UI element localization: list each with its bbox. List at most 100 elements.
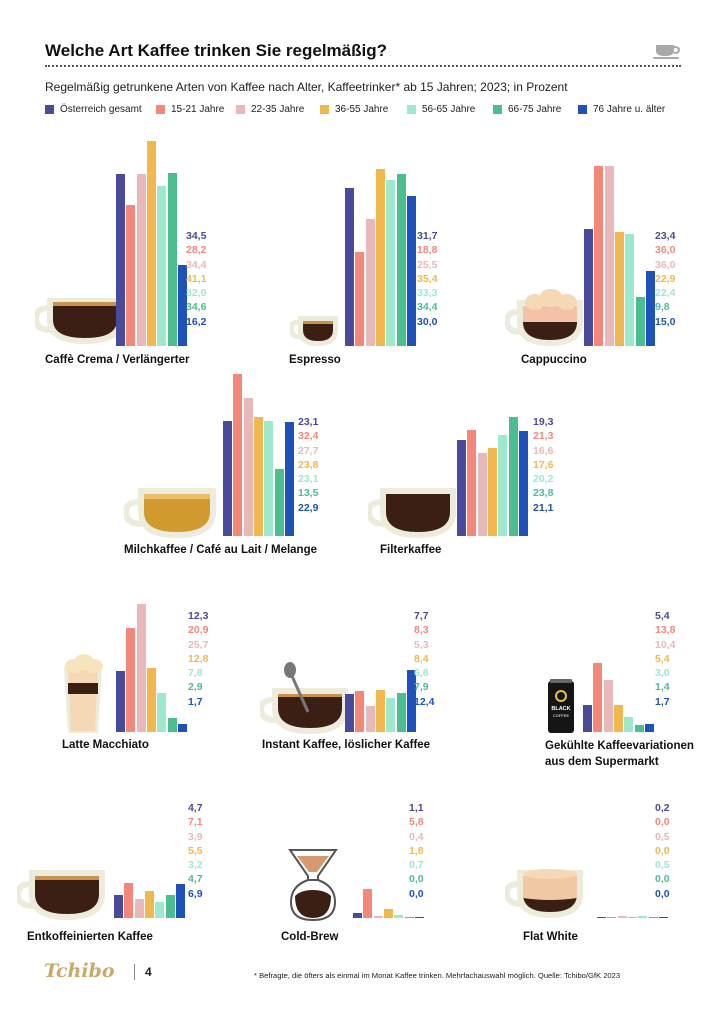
data-label: 23,4 bbox=[655, 230, 676, 242]
data-label: 0,0 bbox=[409, 887, 424, 900]
bar-flatwhite-0 bbox=[597, 917, 606, 918]
panel-label-line: Milchkaffee / Café au Lait / Melange bbox=[124, 544, 317, 556]
data-label: 25,7 bbox=[188, 638, 209, 651]
data-label: 12,3 bbox=[188, 610, 209, 622]
data-label: 17,6 bbox=[533, 458, 554, 471]
legend-item: 36-55 Jahre bbox=[320, 104, 388, 115]
data-label: 32,0 bbox=[186, 287, 207, 300]
bar-espresso-3 bbox=[375, 169, 385, 346]
bar-coldbrew-3 bbox=[383, 909, 393, 918]
bar-cappuccino-3 bbox=[614, 231, 624, 346]
bar-cappuccino-6 bbox=[645, 271, 655, 346]
legend-label: 15-21 Jahre bbox=[171, 104, 225, 115]
bar-instant-1 bbox=[355, 690, 365, 732]
legend-swatch bbox=[156, 105, 165, 114]
milchkaffee-illustration bbox=[122, 484, 219, 545]
value-labels-coldbrew: 1,1 5,8 0,4 1,8 0,7 0,0 0,0 bbox=[409, 801, 424, 901]
bar-latte-5 bbox=[167, 717, 177, 732]
legend-item: 22-35 Jahre bbox=[236, 104, 304, 115]
data-label: 23,1 bbox=[298, 473, 319, 486]
panel-label-instant: Instant Kaffee, löslicher Kaffee bbox=[262, 737, 430, 753]
panel-label-line: aus dem Supermarkt bbox=[545, 756, 659, 768]
bar-filterkaffee-6 bbox=[518, 430, 528, 536]
panel-label-gekuehlt: Gekühlte Kaffeevariationen aus dem Superm… bbox=[545, 738, 694, 770]
data-label: 25,5 bbox=[417, 258, 438, 271]
bar-milchkaffee-6 bbox=[284, 421, 294, 536]
bar-cappuccino-5 bbox=[635, 297, 645, 346]
value-labels-gekuehlt: 5,4 13,8 10,4 5,4 3,0 1,4 1,7 bbox=[655, 609, 675, 709]
legend-swatch bbox=[578, 105, 587, 114]
data-label: 0,0 bbox=[655, 816, 670, 829]
data-label: 1,7 bbox=[655, 695, 670, 708]
data-label: 0,4 bbox=[409, 830, 424, 843]
bar-instant-2 bbox=[365, 705, 375, 732]
data-label: 31,7 bbox=[417, 230, 438, 242]
data-label: 28,2 bbox=[186, 244, 207, 257]
data-label: 41,1 bbox=[186, 272, 207, 285]
data-label: 32,4 bbox=[298, 430, 319, 443]
value-labels-entkoffeiniert: 4,7 7,1 3,9 5,5 3,2 4,7 6,9 bbox=[188, 801, 203, 901]
bar-instant-6 bbox=[406, 670, 416, 732]
bar-crema-4 bbox=[157, 186, 167, 346]
svg-text:COFFEE: COFFEE bbox=[553, 713, 570, 718]
data-label: 6,8 bbox=[414, 667, 429, 680]
panel-label-latte: Latte Macchiato bbox=[62, 737, 149, 753]
panel-label-crema: Caffè Crema / Verlängerter bbox=[45, 352, 189, 368]
data-label: 3,2 bbox=[188, 859, 203, 872]
legend-swatch bbox=[45, 105, 54, 114]
data-label: 0,5 bbox=[655, 830, 670, 843]
data-label: 5,3 bbox=[414, 638, 429, 651]
panel-label-line: Cold-Brew bbox=[281, 931, 339, 943]
bar-gekuehlt-3 bbox=[613, 705, 623, 732]
footnote: * Befragte, die öfters als einmal im Mon… bbox=[254, 971, 621, 980]
panel-label-cappuccino: Cappuccino bbox=[521, 352, 587, 368]
bar-flatwhite-4 bbox=[638, 915, 648, 918]
data-label: 6,9 bbox=[188, 887, 203, 900]
bar-instant-5 bbox=[396, 692, 406, 732]
data-label: 21,1 bbox=[533, 501, 554, 514]
bar-filterkaffee-5 bbox=[508, 417, 518, 536]
bar-cappuccino-4 bbox=[625, 234, 635, 346]
coldbrew-illustration bbox=[287, 846, 339, 927]
bar-latte-0 bbox=[116, 670, 125, 732]
bar-latte-1 bbox=[126, 627, 136, 732]
value-labels-espresso: 31,7 18,8 25,5 35,4 33,3 34,4 30,0 bbox=[417, 229, 437, 329]
data-label: 5,4 bbox=[655, 652, 670, 665]
bar-espresso-2 bbox=[365, 218, 375, 346]
data-label: 4,7 bbox=[188, 802, 203, 814]
bar-crema-5 bbox=[167, 173, 177, 346]
data-label: 0,2 bbox=[655, 802, 670, 814]
data-label: 1,7 bbox=[188, 695, 203, 708]
bar-entkoffeiniert-5 bbox=[165, 894, 175, 918]
data-label: 7,8 bbox=[188, 667, 203, 680]
legend-label: 36-55 Jahre bbox=[335, 104, 389, 115]
panel-label-line: Filterkaffee bbox=[380, 544, 442, 556]
data-label: 13,5 bbox=[298, 487, 319, 500]
bar-gekuehlt-2 bbox=[603, 680, 613, 732]
data-label: 23,8 bbox=[533, 487, 554, 500]
data-label: 15,0 bbox=[655, 315, 676, 328]
value-labels-crema: 34,5 28,2 34,4 41,1 32,0 34,6 16,2 bbox=[186, 229, 206, 329]
data-label: 8,3 bbox=[414, 624, 429, 637]
bar-filterkaffee-1 bbox=[467, 429, 477, 536]
bar-entkoffeiniert-4 bbox=[155, 902, 165, 918]
legend-label: 56-65 Jahre bbox=[422, 104, 476, 115]
panel-label-flatwhite: Flat White bbox=[523, 929, 578, 945]
bar-filterkaffee-0 bbox=[457, 439, 466, 536]
bar-coldbrew-2 bbox=[373, 916, 383, 918]
data-label: 4,7 bbox=[188, 873, 203, 886]
bar-coldbrew-1 bbox=[363, 889, 373, 918]
data-label: 5,8 bbox=[409, 816, 424, 829]
data-label: 1,1 bbox=[409, 802, 424, 814]
value-labels-cappuccino: 23,4 36,0 36,0 22,9 22,4 9,8 15,0 bbox=[655, 229, 675, 329]
panel-label-filterkaffee: Filterkaffee bbox=[380, 542, 441, 558]
value-labels-instant: 7,7 8,3 5,3 8,4 6,8 7,9 12,4 bbox=[414, 609, 434, 709]
bar-entkoffeiniert-1 bbox=[124, 882, 134, 918]
bar-flatwhite-3 bbox=[627, 916, 637, 918]
data-label: 5,4 bbox=[655, 610, 670, 622]
data-label: 1,4 bbox=[655, 681, 670, 694]
bar-latte-2 bbox=[136, 603, 146, 732]
bar-entkoffeiniert-3 bbox=[144, 890, 154, 918]
legend-label: 22-35 Jahre bbox=[251, 104, 305, 115]
data-label: 30,0 bbox=[417, 315, 438, 328]
